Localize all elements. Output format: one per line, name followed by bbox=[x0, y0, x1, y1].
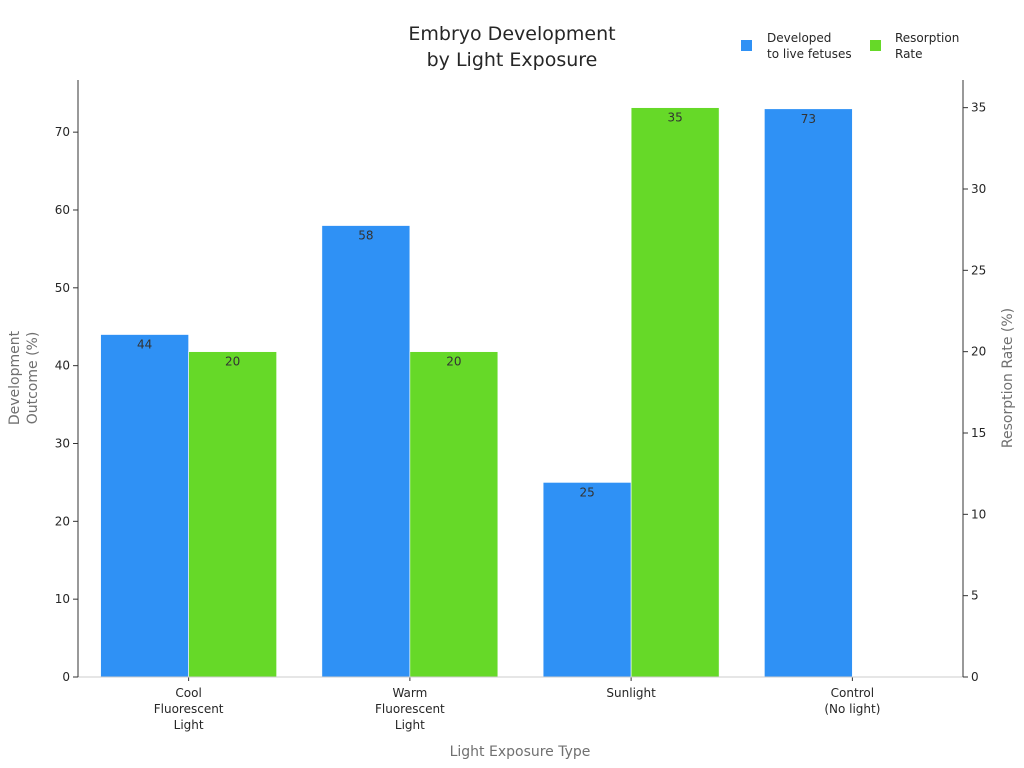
left-y-axis: 0 10 20 30 40 50 60 70 bbox=[55, 125, 78, 684]
bar-developed-0 bbox=[100, 334, 189, 678]
legend-swatch-developed bbox=[741, 40, 752, 51]
chart-title-line-2: by Light Exposure bbox=[427, 49, 598, 71]
data-label-resorption-2: 35 bbox=[667, 111, 682, 125]
bar-developed-2 bbox=[542, 482, 632, 678]
x-tick-label-0-1: Fluorescent bbox=[154, 702, 224, 716]
chart-title-line-1: Embryo Development bbox=[408, 23, 615, 45]
legend-label-resorption-line-1: Resorption bbox=[895, 31, 959, 45]
left-y-tick-label-1: 10 bbox=[55, 592, 70, 606]
right-y-tick-label-3: 15 bbox=[971, 426, 986, 440]
x-tick-label-0-0: Cool bbox=[175, 686, 201, 700]
bar-developed-1 bbox=[321, 225, 411, 678]
x-axis: Cool Fluorescent Light Warm Fluorescent Light… bbox=[154, 677, 880, 732]
bar-developed-3 bbox=[764, 108, 853, 678]
right-y-axis: 0 5 10 15 20 25 30 35 bbox=[963, 101, 986, 684]
bars bbox=[100, 107, 853, 678]
data-label-developed-3: 73 bbox=[801, 112, 816, 126]
left-y-tick-label-2: 20 bbox=[55, 514, 70, 528]
data-label-resorption-1: 20 bbox=[446, 355, 461, 369]
right-y-tick-label-4: 20 bbox=[971, 345, 986, 359]
left-y-axis-title-line-1: Development bbox=[7, 330, 23, 425]
bar-resorption-1 bbox=[409, 351, 499, 678]
data-label-developed-1: 58 bbox=[358, 229, 373, 243]
data-labels: 44 20 58 20 25 35 73 bbox=[137, 111, 816, 500]
left-y-tick-label-7: 70 bbox=[55, 125, 70, 139]
left-y-axis-title: Development Outcome (%) bbox=[7, 330, 41, 425]
x-tick-label-3-1: (No light) bbox=[824, 702, 880, 716]
right-y-tick-label-0: 0 bbox=[971, 670, 979, 684]
bar-resorption-0 bbox=[188, 351, 277, 678]
left-y-tick-label-5: 50 bbox=[55, 281, 70, 295]
data-label-developed-0: 44 bbox=[137, 338, 152, 352]
x-tick-label-0-2: Light bbox=[174, 718, 204, 732]
left-y-tick-label-3: 30 bbox=[55, 436, 70, 450]
data-label-resorption-0: 20 bbox=[225, 355, 240, 369]
legend-swatch-resorption bbox=[870, 40, 881, 51]
left-y-tick-label-0: 0 bbox=[62, 670, 70, 684]
data-label-developed-2: 25 bbox=[579, 485, 594, 499]
x-tick-label-1-2: Light bbox=[395, 718, 425, 732]
legend-label-developed-line-1: Developed bbox=[767, 31, 831, 45]
legend-label-developed-line-2: to live fetuses bbox=[767, 47, 852, 61]
x-tick-label-2-0: Sunlight bbox=[606, 686, 656, 700]
right-y-tick-label-6: 30 bbox=[971, 182, 986, 196]
legend: Developed to live fetuses Resorption Rat… bbox=[741, 31, 959, 61]
left-y-axis-title-line-2: Outcome (%) bbox=[25, 332, 41, 425]
x-axis-title: Light Exposure Type bbox=[450, 744, 591, 760]
right-y-tick-label-5: 25 bbox=[971, 263, 986, 277]
right-y-tick-label-2: 10 bbox=[971, 507, 986, 521]
x-tick-label-1-0: Warm bbox=[392, 686, 427, 700]
chart-title: Embryo Development by Light Exposure bbox=[408, 23, 615, 71]
right-y-axis-title: Resorption Rate (%) bbox=[1000, 308, 1016, 448]
legend-label-resorption-line-2: Rate bbox=[895, 47, 923, 61]
right-y-tick-label-7: 35 bbox=[971, 101, 986, 115]
left-y-tick-label-4: 40 bbox=[55, 359, 70, 373]
x-tick-label-1-1: Fluorescent bbox=[375, 702, 445, 716]
left-y-tick-label-6: 60 bbox=[55, 203, 70, 217]
bar-resorption-2 bbox=[630, 107, 720, 678]
x-tick-label-3-0: Control bbox=[831, 686, 874, 700]
right-y-tick-label-1: 5 bbox=[971, 589, 979, 603]
